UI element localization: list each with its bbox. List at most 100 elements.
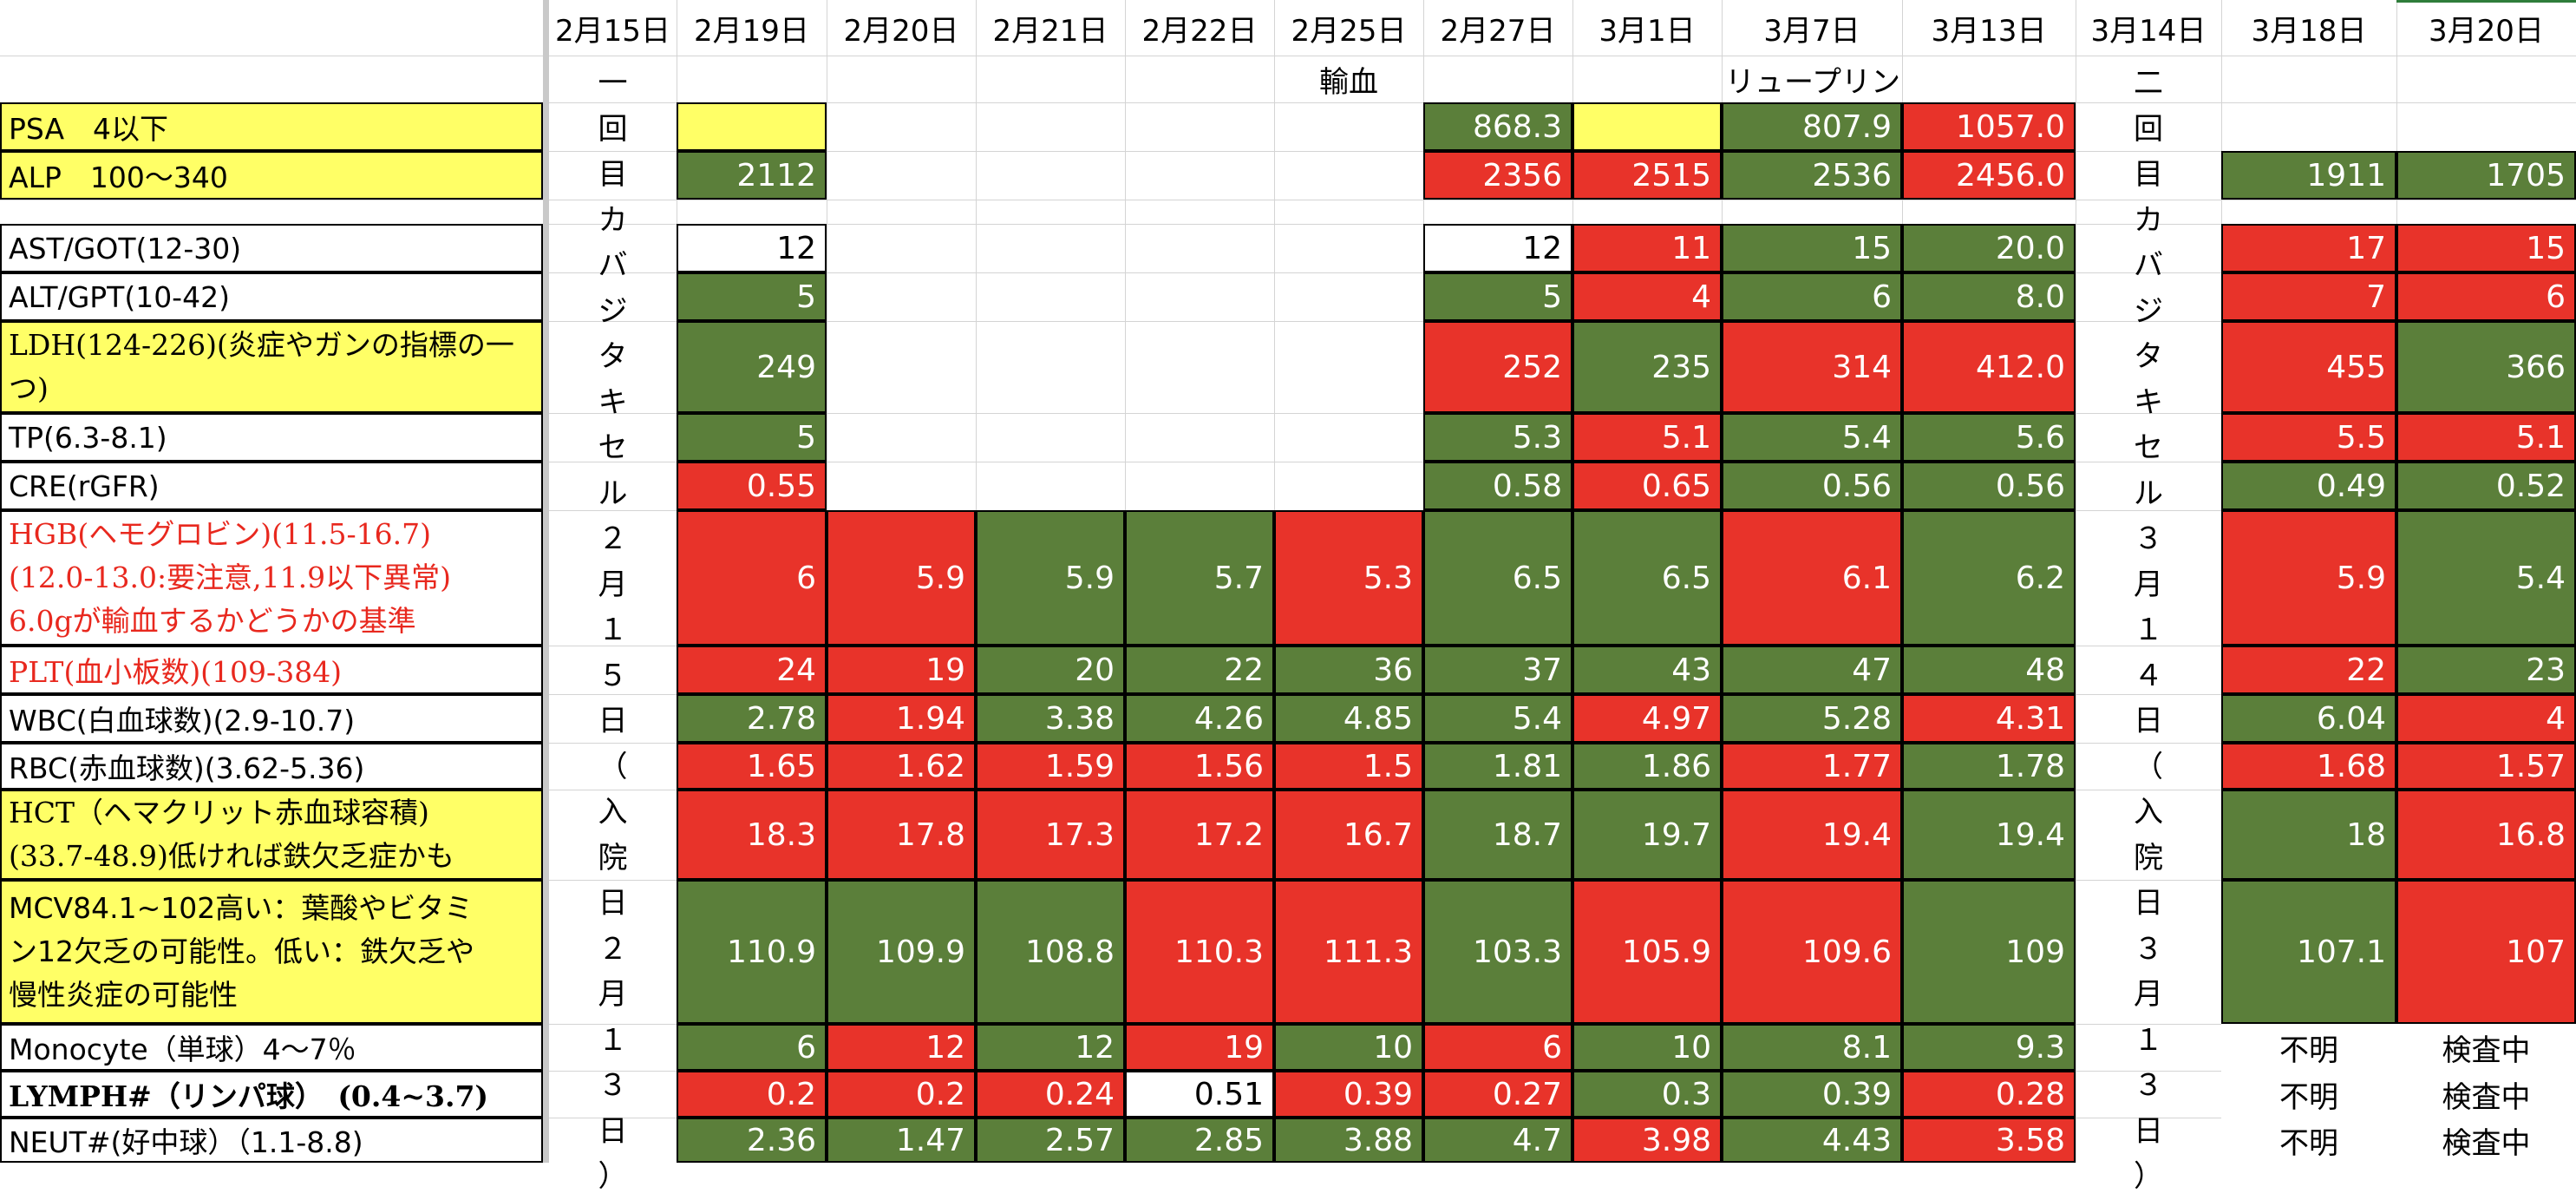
value-cell-mcv[interactable]: 110.3: [1125, 880, 1274, 1024]
value-cell-mono[interactable]: 6: [1423, 1024, 1572, 1071]
value-cell-mcv[interactable]: 109.6: [1722, 880, 1902, 1024]
value-cell-plt[interactable]: 23: [2396, 646, 2576, 694]
column-header-date[interactable]: 3月20日: [2429, 13, 2544, 49]
value-cell-ldh[interactable]: 412.0: [1902, 321, 2076, 413]
value-cell-rbc[interactable]: 1.57: [2396, 743, 2576, 790]
value-cell-wbc[interactable]: 4.31: [1902, 694, 2076, 743]
value-cell-cre[interactable]: 0.58: [1423, 462, 1572, 510]
value-cell-tp[interactable]: 5: [677, 413, 827, 462]
value-cell-mcv[interactable]: 107: [2396, 880, 2576, 1024]
value-cell-ldh[interactable]: 235: [1572, 321, 1722, 413]
value-cell-alp[interactable]: 2515: [1572, 151, 1722, 200]
value-cell-neut[interactable]: 2.85: [1125, 1118, 1274, 1163]
value-cell-ast[interactable]: 15: [1722, 224, 1902, 272]
column-header-date[interactable]: 2月20日: [843, 13, 959, 49]
value-cell-mcv[interactable]: 107.1: [2221, 880, 2396, 1024]
value-cell-alt[interactable]: [1125, 272, 1274, 321]
value-cell-neut[interactable]: 3.98: [1572, 1118, 1722, 1163]
value-cell-lymph[interactable]: 不明: [2221, 1071, 2396, 1118]
value-cell-alt[interactable]: [976, 272, 1125, 321]
value-cell-hgb[interactable]: 5.7: [1125, 510, 1274, 646]
row-label-hct[interactable]: HCT（ヘマクリット赤血球容積) (33.7-48.9)低ければ鉄欠乏症かも: [0, 790, 543, 880]
value-cell-lymph[interactable]: 検査中: [2396, 1071, 2576, 1118]
value-cell-ldh[interactable]: [827, 321, 976, 413]
value-cell-alt[interactable]: 5: [677, 272, 827, 321]
value-cell-ldh[interactable]: 252: [1423, 321, 1572, 413]
value-cell-alp[interactable]: [1274, 151, 1423, 200]
value-cell-wbc[interactable]: 4.97: [1572, 694, 1722, 743]
row-label-tp[interactable]: TP(6.3-8.1): [0, 413, 543, 462]
value-cell-psa[interactable]: 868.3: [1423, 102, 1572, 151]
value-cell-alp[interactable]: 2536: [1722, 151, 1902, 200]
note-transfusion[interactable]: 輸血: [1319, 64, 1378, 100]
value-cell-hct[interactable]: 19.4: [1902, 790, 2076, 880]
column-header-date[interactable]: 3月14日: [2090, 13, 2207, 49]
value-cell-mono[interactable]: 検査中: [2396, 1024, 2576, 1071]
value-cell-alt[interactable]: 5: [1423, 272, 1572, 321]
value-cell-hgb[interactable]: 5.9: [2221, 510, 2396, 646]
value-cell-alp[interactable]: [1125, 151, 1274, 200]
row-label-psa[interactable]: PSA 4以下: [0, 102, 543, 151]
value-cell-wbc[interactable]: 4.85: [1274, 694, 1423, 743]
value-cell-neut[interactable]: 3.58: [1902, 1118, 2076, 1163]
value-cell-hct[interactable]: 18.3: [677, 790, 827, 880]
value-cell-hgb[interactable]: 5.4: [2396, 510, 2576, 646]
value-cell-psa[interactable]: [827, 102, 976, 151]
value-cell-mono[interactable]: 12: [976, 1024, 1125, 1071]
value-cell-rbc[interactable]: 1.56: [1125, 743, 1274, 790]
value-cell-lymph[interactable]: 0.28: [1902, 1071, 2076, 1118]
value-cell-lymph[interactable]: 0.39: [1274, 1071, 1423, 1118]
value-cell-rbc[interactable]: 1.78: [1902, 743, 2076, 790]
value-cell-hct[interactable]: 18: [2221, 790, 2396, 880]
row-label-neut[interactable]: NEUT#(好中球）（1.1-8.8): [0, 1118, 543, 1163]
value-cell-cre[interactable]: 0.56: [1902, 462, 2076, 510]
value-cell-hgb[interactable]: 5.9: [976, 510, 1125, 646]
value-cell-mono[interactable]: 不明: [2221, 1024, 2396, 1071]
row-label-lymph[interactable]: LYMPH#（リンパ球） (0.4~3.7): [0, 1071, 543, 1118]
value-cell-psa[interactable]: [976, 102, 1125, 151]
value-cell-tp[interactable]: [827, 413, 976, 462]
value-cell-ast[interactable]: [827, 224, 976, 272]
value-cell-cre[interactable]: 0.56: [1722, 462, 1902, 510]
value-cell-rbc[interactable]: 1.65: [677, 743, 827, 790]
value-cell-wbc[interactable]: 5.4: [1423, 694, 1572, 743]
value-cell-ast[interactable]: 11: [1572, 224, 1722, 272]
row-label-rbc[interactable]: RBC(赤血球数)(3.62-5.36): [0, 743, 543, 790]
value-cell-alp[interactable]: 2456.0: [1902, 151, 2076, 200]
value-cell-rbc[interactable]: 1.5: [1274, 743, 1423, 790]
value-cell-wbc[interactable]: 4.26: [1125, 694, 1274, 743]
value-cell-cre[interactable]: [1274, 462, 1423, 510]
value-cell-mono[interactable]: 8.1: [1722, 1024, 1902, 1071]
value-cell-tp[interactable]: 5.5: [2221, 413, 2396, 462]
value-cell-psa[interactable]: 1057.0: [1902, 102, 2076, 151]
value-cell-lymph[interactable]: 0.39: [1722, 1071, 1902, 1118]
value-cell-mcv[interactable]: 110.9: [677, 880, 827, 1024]
value-cell-lymph[interactable]: 0.2: [677, 1071, 827, 1118]
value-cell-wbc[interactable]: 1.94: [827, 694, 976, 743]
value-cell-mono[interactable]: 12: [827, 1024, 976, 1071]
value-cell-cre[interactable]: 0.55: [677, 462, 827, 510]
value-cell-cre[interactable]: 0.52: [2396, 462, 2576, 510]
value-cell-wbc[interactable]: 4: [2396, 694, 2576, 743]
value-cell-neut[interactable]: 2.57: [976, 1118, 1125, 1163]
column-header-date[interactable]: 2月19日: [694, 13, 809, 49]
value-cell-mono[interactable]: 19: [1125, 1024, 1274, 1071]
value-cell-hgb[interactable]: 5.9: [827, 510, 976, 646]
column-header-date[interactable]: 3月18日: [2251, 13, 2367, 49]
value-cell-lymph[interactable]: 0.2: [827, 1071, 976, 1118]
value-cell-hct[interactable]: 19.4: [1722, 790, 1902, 880]
value-cell-mono[interactable]: 9.3: [1902, 1024, 2076, 1071]
frozen-pane-divider[interactable]: [543, 0, 549, 1163]
value-cell-psa[interactable]: [2221, 102, 2396, 151]
value-cell-alp[interactable]: 2112: [677, 151, 827, 200]
row-label-ldh[interactable]: LDH(124-226)(炎症やガンの指標の一つ): [0, 321, 543, 413]
value-cell-hgb[interactable]: 6.5: [1423, 510, 1572, 646]
value-cell-psa[interactable]: [2396, 102, 2576, 151]
value-cell-plt[interactable]: 22: [1125, 646, 1274, 694]
value-cell-tp[interactable]: [1274, 413, 1423, 462]
value-cell-neut[interactable]: 3.88: [1274, 1118, 1423, 1163]
row-label-alp[interactable]: ALP 100〜340: [0, 151, 543, 200]
value-cell-rbc[interactable]: 1.81: [1423, 743, 1572, 790]
value-cell-tp[interactable]: 5.6: [1902, 413, 2076, 462]
value-cell-tp[interactable]: [1125, 413, 1274, 462]
